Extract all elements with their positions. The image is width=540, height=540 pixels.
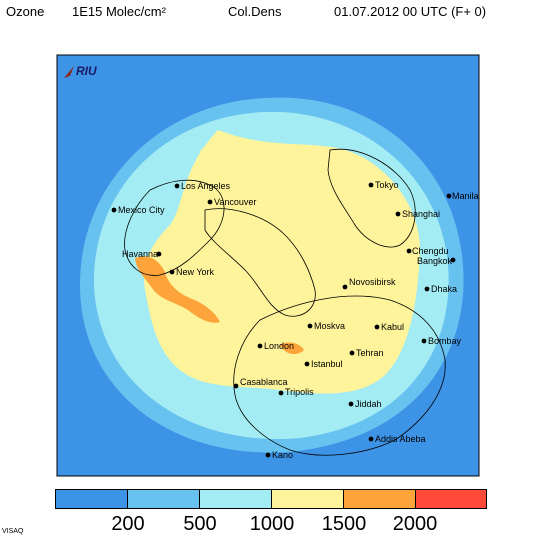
colorbar-segment — [199, 489, 272, 509]
city-markers: Los Angeles Tokyo Mexico City Vancouver … — [111, 180, 479, 460]
city-dot — [406, 248, 412, 254]
coastline-east-asia — [327, 148, 416, 248]
logo-text: RIU — [76, 64, 97, 78]
city-dot — [424, 286, 430, 292]
city-label: Kano — [272, 450, 293, 460]
band-4-arc — [200, 146, 260, 167]
city-label: Addis Abeba — [375, 434, 426, 444]
band-5-plume — [135, 256, 220, 323]
colorbar-tick: 200 — [111, 513, 145, 535]
city-label: Moskva — [314, 321, 345, 331]
colorbar-tick: 2000 — [392, 513, 438, 535]
city-dot — [174, 183, 180, 189]
city-label: Havanna — [122, 249, 158, 259]
city-dot — [278, 390, 284, 396]
footer-label: VISAQ — [2, 528, 24, 535]
city-label: Tripolis — [285, 387, 314, 397]
city-label: Jiddah — [355, 399, 382, 409]
band-5-patch — [280, 342, 304, 355]
city-dot — [446, 193, 452, 199]
city-label: Tokyo — [375, 180, 399, 190]
coastline-eurasia-africa — [233, 295, 446, 456]
city-dot — [207, 199, 213, 205]
city-label: Vancouver — [214, 197, 256, 207]
city-label: Casablanca — [240, 377, 288, 387]
city-label: Novosibirsk — [349, 277, 396, 287]
city-label: Bangkok — [417, 256, 453, 266]
city-dot — [395, 211, 401, 217]
city-dot — [374, 324, 380, 330]
city-dot — [265, 452, 271, 458]
city-dot — [169, 269, 175, 275]
city-label: Dhaka — [431, 284, 457, 294]
colorbar-segment — [127, 489, 200, 509]
band-4-region — [144, 130, 421, 394]
city-label: New York — [176, 267, 215, 277]
city-label: Bombay — [428, 336, 462, 346]
logo-mark-icon — [64, 66, 74, 78]
city-label: Mexico City — [118, 205, 165, 215]
colorbar-segment — [343, 489, 416, 509]
city-dot — [421, 338, 427, 344]
city-label: Shanghai — [402, 209, 440, 219]
city-label: Kabul — [381, 322, 404, 332]
city-dot — [348, 401, 354, 407]
colorbar-tick: 1500 — [321, 513, 367, 535]
colorbar-segment — [271, 489, 344, 509]
colorbar-segment — [415, 489, 487, 509]
city-dot — [368, 182, 374, 188]
city-dot — [257, 343, 263, 349]
coastline-north-america — [124, 179, 225, 276]
quantity-label: Col.Dens — [228, 4, 282, 19]
city-label: Los Angeles — [181, 181, 231, 191]
city-label: Tehran — [356, 348, 384, 358]
datetime-label: 01.07.2012 00 UTC (F+ 0) — [334, 4, 487, 19]
city-dot — [368, 436, 374, 442]
city-dot — [349, 350, 355, 356]
city-dot — [307, 323, 313, 329]
coastline-arctic — [204, 208, 316, 317]
colorbar-tick: 500 — [183, 513, 217, 535]
city-dot — [304, 361, 310, 367]
city-dot — [342, 284, 348, 290]
map-frame — [56, 54, 480, 477]
field-name: Ozone — [6, 4, 45, 19]
city-label: Istanbul — [311, 359, 343, 369]
city-dot — [111, 207, 117, 213]
logo: RIU — [64, 64, 97, 78]
city-label: Chengdu — [412, 246, 449, 256]
city-label: Manila — [452, 191, 479, 201]
city-dot — [233, 383, 239, 389]
unit-label: 1E15 Molec/cm² — [72, 4, 166, 19]
city-dot — [450, 257, 456, 263]
colorbar-segment — [55, 489, 128, 509]
city-dot — [156, 251, 162, 257]
colorbar-tick: 1000 — [249, 513, 295, 535]
city-label: London — [264, 341, 294, 351]
ozone-map: RIU Los Angeles Tokyo Mexico City Vancou… — [56, 54, 480, 477]
